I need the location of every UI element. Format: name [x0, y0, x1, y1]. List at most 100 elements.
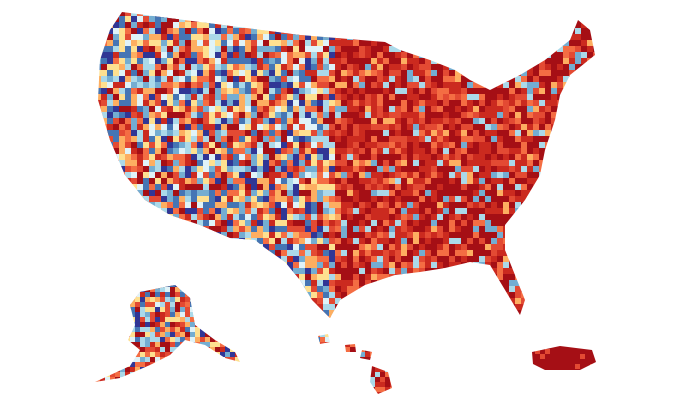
region-cell	[473, 244, 479, 250]
region-cell	[165, 297, 170, 302]
region-cell	[119, 76, 125, 82]
region-cell	[185, 287, 190, 292]
region-cell	[407, 292, 413, 298]
region-cell	[275, 280, 287, 292]
region-cell	[245, 202, 251, 208]
region-cell	[173, 160, 179, 166]
region-cell	[449, 292, 455, 298]
region-cell	[347, 226, 353, 232]
region-cell	[431, 112, 437, 118]
region-cell	[119, 64, 125, 70]
region-cell	[413, 40, 419, 46]
region-cell	[131, 196, 137, 202]
region-cell	[575, 292, 581, 298]
region-cell	[419, 214, 425, 220]
region-cell	[401, 220, 407, 226]
region-cell	[215, 347, 220, 352]
region-cell	[593, 208, 596, 214]
region-cell	[419, 172, 425, 178]
region-cell	[485, 226, 491, 232]
region-cell	[221, 148, 227, 154]
region-cell	[251, 82, 257, 88]
region-cell	[503, 12, 509, 16]
region-cell	[150, 352, 155, 357]
region-cell	[557, 184, 563, 190]
region-cell	[299, 274, 305, 280]
region-cell	[581, 34, 587, 40]
region-cell	[545, 166, 551, 172]
region-cell	[179, 82, 185, 88]
region-cell	[491, 40, 497, 46]
region-cell	[347, 172, 353, 178]
region-cell	[197, 70, 203, 76]
region-cell	[587, 16, 593, 22]
region-cell	[269, 244, 275, 250]
region-cell	[275, 16, 281, 22]
region-cell	[119, 28, 125, 34]
region-cell	[179, 16, 185, 22]
region-cell	[317, 286, 323, 292]
region-cell	[137, 262, 143, 268]
region-cell	[557, 190, 563, 196]
region-cell	[107, 250, 113, 256]
region-cell	[179, 214, 185, 220]
region-cell	[503, 232, 509, 238]
region-cell	[407, 118, 413, 124]
region-cell	[557, 118, 563, 124]
region-cell	[119, 280, 125, 286]
region-cell	[175, 342, 180, 347]
region-cell	[125, 112, 131, 118]
region-cell	[587, 12, 593, 16]
region-cell	[413, 310, 419, 316]
region-cell	[581, 64, 587, 70]
region-cell	[209, 64, 215, 70]
region-cell	[413, 28, 419, 34]
region-cell	[220, 317, 225, 322]
region-cell	[335, 154, 341, 160]
region-cell	[581, 190, 587, 196]
region-cell	[221, 16, 227, 22]
region-cell	[407, 76, 413, 82]
region-cell	[119, 46, 125, 52]
region-cell	[257, 304, 263, 310]
region-cell	[359, 40, 365, 46]
region-cell	[383, 184, 389, 190]
region-cell	[395, 34, 401, 40]
region-cell	[329, 16, 335, 22]
region-cell	[419, 88, 425, 94]
region-cell	[449, 58, 455, 64]
region-cell	[569, 112, 575, 118]
region-cell	[161, 64, 167, 70]
region-cell	[467, 232, 473, 238]
region-cell	[200, 337, 205, 342]
region-cell	[599, 40, 605, 46]
region-cell	[425, 298, 431, 304]
region-cell	[401, 12, 407, 16]
region-cell	[145, 292, 150, 297]
region-cell	[569, 298, 575, 304]
region-cell	[263, 250, 269, 256]
region-cell	[323, 70, 329, 76]
region-cell	[161, 130, 167, 136]
region-cell	[203, 112, 209, 118]
region-cell	[419, 250, 425, 256]
region-cell	[479, 304, 485, 310]
region-cell	[145, 322, 150, 327]
region-cell	[167, 202, 173, 208]
region-cell	[377, 268, 383, 274]
region-cell	[425, 154, 431, 160]
region-cell	[455, 130, 461, 136]
region-cell	[179, 268, 185, 274]
region-cell	[197, 100, 203, 106]
region-cell	[521, 22, 527, 28]
region-cell	[90, 337, 95, 342]
region-cell	[563, 256, 569, 262]
region-cell	[437, 220, 443, 226]
region-cell	[389, 70, 395, 76]
region-cell	[569, 316, 575, 322]
region-cell	[245, 52, 251, 58]
region-cell	[401, 226, 407, 232]
region-cell	[173, 46, 179, 52]
region-cell	[155, 250, 161, 256]
region-cell	[335, 34, 341, 40]
